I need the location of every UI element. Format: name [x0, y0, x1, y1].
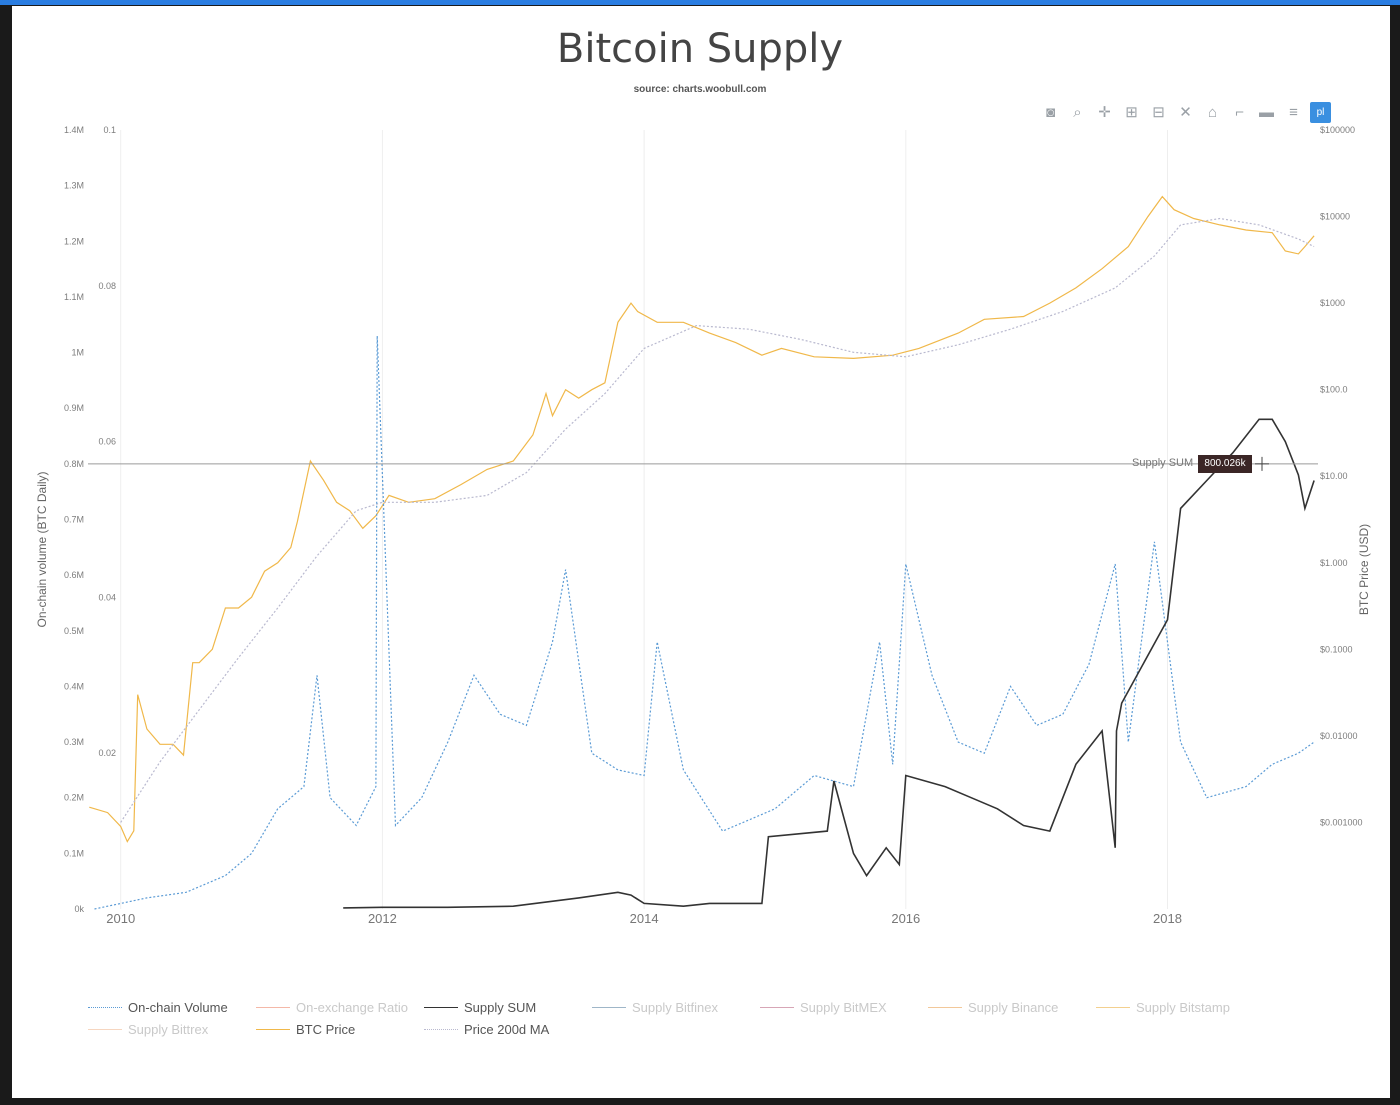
- series-line-supply-sum: [343, 418, 1315, 909]
- legend-item[interactable]: BTC Price: [256, 1022, 424, 1037]
- top-strip: [0, 0, 1400, 5]
- x-tick-label: 2014: [630, 911, 659, 926]
- legend-item[interactable]: Supply Bitstamp: [1096, 1000, 1264, 1015]
- legend-label: Supply Binance: [968, 999, 1059, 1015]
- pan-icon[interactable]: ✛: [1098, 104, 1111, 121]
- legend-swatch: [592, 1006, 626, 1008]
- y-right-tick-label: $1.000: [1320, 558, 1348, 568]
- chart-subtitle: source: charts.woobull.com: [633, 84, 767, 95]
- hover-compare-icon[interactable]: ≡: [1289, 104, 1298, 121]
- modebar-toolbar: ◙ ⌕ ✛ ⊞ ⊟ ✕ ⌂ ⌐ ▬ ≡ pl: [1040, 102, 1331, 124]
- plotly-logo-icon[interactable]: pl: [1310, 102, 1331, 123]
- y-right-tick-label: $1000: [1320, 298, 1345, 308]
- legend-item[interactable]: Price 200d MA: [424, 1022, 592, 1037]
- y-left-tick-label: 1M: [71, 348, 84, 358]
- legend-swatch: [88, 1028, 122, 1030]
- legend-item[interactable]: Supply Bittrex: [88, 1022, 256, 1037]
- y-left-tick-label: 0.9M: [64, 403, 84, 413]
- zoom-icon[interactable]: ⌕: [1073, 104, 1082, 121]
- spike-lines-icon[interactable]: ⌐: [1235, 104, 1244, 121]
- legend-swatch: [1096, 1006, 1130, 1008]
- x-tick-label: 2010: [106, 911, 135, 926]
- y-ratio-tick-label: 0.08: [98, 281, 116, 291]
- y-left-tick-label: 0.5M: [64, 626, 84, 636]
- y-right-tick-label: $0.01000: [1320, 731, 1358, 741]
- autoscale-icon[interactable]: ✕: [1179, 104, 1192, 121]
- y-ratio-tick-label: 0.06: [98, 437, 116, 447]
- chart-panel: [12, 6, 1390, 1098]
- legend-swatch: [424, 1028, 458, 1030]
- legend-label: Price 200d MA: [464, 1021, 550, 1037]
- legend-swatch: [424, 1006, 458, 1008]
- hover-series-label: Supply SUM: [1132, 457, 1194, 469]
- legend-swatch: [760, 1006, 794, 1008]
- hover-closest-icon[interactable]: ▬: [1259, 104, 1274, 121]
- y-left-tick-label: 0k: [74, 904, 84, 914]
- y-right-tick-label: $10000: [1320, 212, 1350, 222]
- y-ratio-tick-label: 0.04: [98, 592, 116, 602]
- y-right-tick-label: $100.0: [1320, 385, 1348, 395]
- y-right-tick-label: $10.00: [1320, 471, 1348, 481]
- y-ratio-tick-label: 0.02: [98, 748, 116, 758]
- series-line-on-chain-volume: [94, 335, 1315, 910]
- legend-label: On-exchange Ratio: [296, 999, 409, 1015]
- legend: On-chain Volume On-exchange Ratio Supply S…: [88, 996, 1288, 1040]
- legend-label: Supply Bittrex: [128, 1021, 209, 1037]
- legend-label: BTC Price: [296, 1021, 356, 1037]
- legend-label: Supply Bitstamp: [1136, 999, 1230, 1015]
- y-left-tick-label: 0.4M: [64, 681, 84, 691]
- legend-item[interactable]: Supply Binance: [928, 1000, 1096, 1015]
- legend-item[interactable]: On-exchange Ratio: [256, 1000, 424, 1015]
- legend-label: Supply BitMEX: [800, 999, 887, 1015]
- y-left-tick-label: 1.1M: [64, 292, 84, 302]
- legend-label: Supply Bitfinex: [632, 999, 718, 1015]
- y-ratio-tick-label: 0.1: [103, 125, 116, 135]
- x-tick-label: 2012: [368, 911, 397, 926]
- legend-swatch: [256, 1006, 290, 1008]
- y-left-axis-title: On-chain volume (BTC Daily): [35, 471, 49, 627]
- camera-icon[interactable]: ◙: [1045, 104, 1056, 121]
- y-left-tick-label: 0.2M: [64, 793, 84, 803]
- y-left-tick-label: 0.7M: [64, 515, 84, 525]
- y-left-tick-label: 0.1M: [64, 848, 84, 858]
- legend-item[interactable]: On-chain Volume: [88, 1000, 256, 1015]
- legend-label: On-chain Volume: [128, 999, 228, 1015]
- y-left-tick-label: 1.4M: [64, 125, 84, 135]
- legend-swatch: [928, 1006, 962, 1008]
- legend-item[interactable]: Supply Bitfinex: [592, 1000, 760, 1015]
- x-tick-label: 2018: [1153, 911, 1182, 926]
- series-line-price-200d-ma: [120, 217, 1315, 823]
- y-left-tick-label: 0.6M: [64, 570, 84, 580]
- home-icon[interactable]: ⌂: [1207, 104, 1218, 121]
- legend-label: Supply SUM: [464, 999, 537, 1015]
- y-right-axis-title: BTC Price (USD): [1357, 524, 1371, 615]
- zoom-in-icon[interactable]: ⊞: [1125, 104, 1138, 121]
- y-left-tick-label: 1.3M: [64, 181, 84, 191]
- hover-value-badge: 800.026k: [1198, 455, 1252, 473]
- legend-row: On-chain Volume On-exchange Ratio Supply S…: [88, 996, 1288, 1018]
- y-right-tick-label: $100000: [1320, 125, 1355, 135]
- legend-swatch: [256, 1028, 290, 1030]
- legend-item[interactable]: Supply SUM: [424, 1000, 592, 1015]
- x-tick-label: 2016: [891, 911, 920, 926]
- y-right-tick-label: $0.1000: [1320, 644, 1353, 654]
- series-line-btc-price: [89, 195, 1315, 843]
- y-left-tick-label: 0.3M: [64, 737, 84, 747]
- legend-swatch: [88, 1006, 122, 1008]
- zoom-out-icon[interactable]: ⊟: [1152, 104, 1165, 121]
- legend-row: Supply Bittrex BTC Price Price 200d MA: [88, 1018, 1288, 1040]
- legend-item[interactable]: Supply BitMEX: [760, 1000, 928, 1015]
- y-left-tick-label: 1.2M: [64, 236, 84, 246]
- y-right-tick-label: $0.001000: [1320, 817, 1363, 827]
- y-left-tick-label: 0.8M: [64, 459, 84, 469]
- chart-title: Bitcoin Supply: [556, 26, 844, 72]
